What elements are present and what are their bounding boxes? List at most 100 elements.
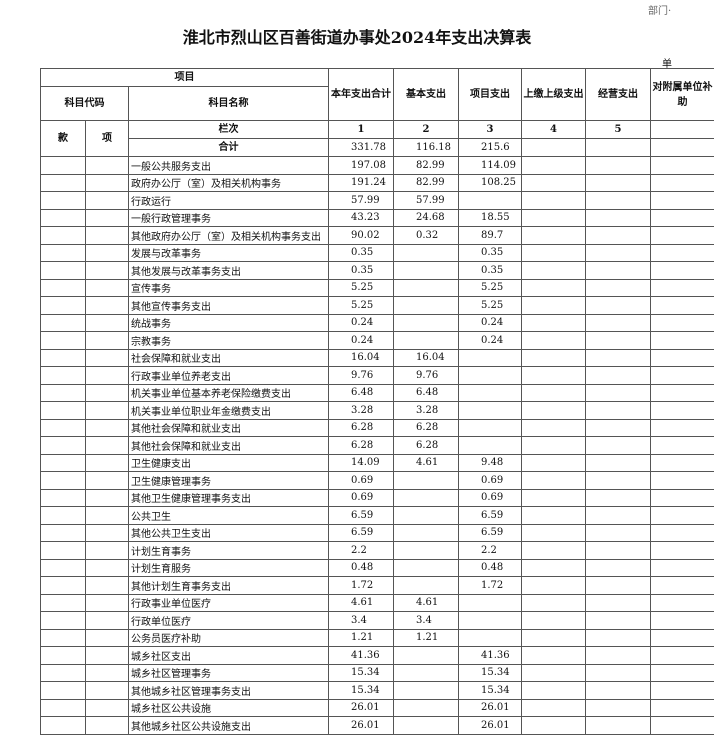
code-cell: [40, 453, 86, 472]
amount: [650, 506, 714, 525]
code-cell: [85, 278, 129, 297]
amount: [393, 716, 459, 735]
amount: [650, 313, 714, 332]
row: 其他卫生健康管理事务支出 0.69 0.69: [40, 488, 714, 507]
table: 项目 本年支出合计 基本支出 项目支出 上缴上级支出 经营支出 对附属单位补助 …: [40, 68, 714, 735]
amount: [585, 313, 651, 332]
amount: 6.28: [393, 436, 459, 455]
col-number: [650, 120, 714, 139]
amount: [458, 611, 522, 630]
amount: [585, 226, 651, 245]
amount: [521, 418, 586, 437]
amount: [521, 226, 586, 245]
amount: [650, 243, 714, 262]
amount: [585, 681, 651, 700]
amount: 15.34: [458, 663, 522, 682]
amount: [585, 593, 651, 612]
row: 其他政府办公厅（室）及相关机构事务支出 90.02 0.32 89.7: [40, 226, 714, 245]
subject-name: 机关事业单位职业年金缴费支出: [128, 401, 329, 420]
amount: 5.25: [458, 278, 522, 297]
amount: 4.61: [393, 593, 459, 612]
amount: [650, 383, 714, 402]
code-cell: [85, 628, 129, 647]
total-value: [585, 138, 651, 157]
amount: [650, 331, 714, 350]
amount: 6.28: [328, 418, 394, 437]
amount: [521, 593, 586, 612]
subject-name: 统战事务: [128, 313, 329, 332]
code-cell: [85, 331, 129, 350]
code-cell: [85, 558, 129, 577]
amount: [393, 313, 459, 332]
amount: [650, 453, 714, 472]
subject-name: 其他计划生育事务支出: [128, 576, 329, 595]
amount: [650, 558, 714, 577]
amount: 5.25: [458, 296, 522, 315]
amount: [585, 611, 651, 630]
amount: [650, 226, 714, 245]
amount: 26.01: [458, 716, 522, 735]
row: 宣传事务 5.25 5.25: [40, 278, 714, 297]
amount: 0.24: [328, 313, 394, 332]
row: 政府办公厅（室）及相关机构事务 191.24 82.99 108.25: [40, 173, 714, 192]
row: 发展与改革事务 0.35 0.35: [40, 243, 714, 262]
subject-name: 社会保障和就业支出: [128, 348, 329, 367]
amount: 1.72: [458, 576, 522, 595]
code-cell: [40, 401, 86, 420]
row: 卫生健康支出 14.09 4.61 9.48: [40, 453, 714, 472]
amount: [393, 278, 459, 297]
row: 卫生健康管理事务 0.69 0.69: [40, 471, 714, 490]
amount: 3.28: [328, 401, 394, 420]
row: 计划生育事务 2.2 2.2: [40, 541, 714, 560]
amount: [393, 558, 459, 577]
amount: [393, 488, 459, 507]
head-col: 对附属单位补助: [650, 68, 714, 121]
amount: [650, 576, 714, 595]
subject-name: 其他卫生健康管理事务支出: [128, 488, 329, 507]
total-value: 215.6: [458, 138, 522, 157]
amount: [585, 576, 651, 595]
row: 公共卫生 6.59 6.59: [40, 506, 714, 525]
code-cell: [85, 401, 129, 420]
amount: [650, 646, 714, 665]
amount: 26.01: [328, 698, 394, 717]
amount: [393, 698, 459, 717]
head-code: 科目代码: [40, 86, 129, 121]
row: 行政事业单位医疗 4.61 4.61: [40, 593, 714, 612]
amount: 0.48: [458, 558, 522, 577]
table-wrap: 项目 本年支出合计 基本支出 项目支出 上缴上级支出 经营支出 对附属单位补助 …: [40, 68, 714, 735]
amount: [585, 208, 651, 227]
amount: [650, 191, 714, 210]
amount: [585, 488, 651, 507]
code-cell: [85, 593, 129, 612]
subject-name: 宗教事务: [128, 331, 329, 350]
amount: [650, 278, 714, 297]
amount: [650, 488, 714, 507]
head-col: 上缴上级支出: [521, 68, 586, 121]
row: 其他计划生育事务支出 1.72 1.72: [40, 576, 714, 595]
amount: [585, 366, 651, 385]
amount: 6.48: [393, 383, 459, 402]
amount: 41.36: [458, 646, 522, 665]
amount: [585, 348, 651, 367]
code-cell: [85, 436, 129, 455]
code-cell: [40, 278, 86, 297]
code-cell: [85, 541, 129, 560]
subject-name: 行政单位医疗: [128, 611, 329, 630]
amount: 0.35: [328, 243, 394, 262]
amount: [521, 646, 586, 665]
subject-name: 机关事业单位基本养老保险缴费支出: [128, 383, 329, 402]
amount: [650, 698, 714, 717]
amount: [521, 488, 586, 507]
amount: [458, 401, 522, 420]
subject-name: 发展与改革事务: [128, 243, 329, 262]
row: 一般行政管理事务 43.23 24.68 18.55: [40, 208, 714, 227]
amount: 0.69: [328, 471, 394, 490]
subject-name: 公务员医疗补助: [128, 628, 329, 647]
row: 机关事业单位基本养老保险缴费支出 6.48 6.48: [40, 383, 714, 402]
amount: [585, 558, 651, 577]
amount: [650, 436, 714, 455]
code-cell: [40, 261, 86, 280]
code-cell: [40, 576, 86, 595]
